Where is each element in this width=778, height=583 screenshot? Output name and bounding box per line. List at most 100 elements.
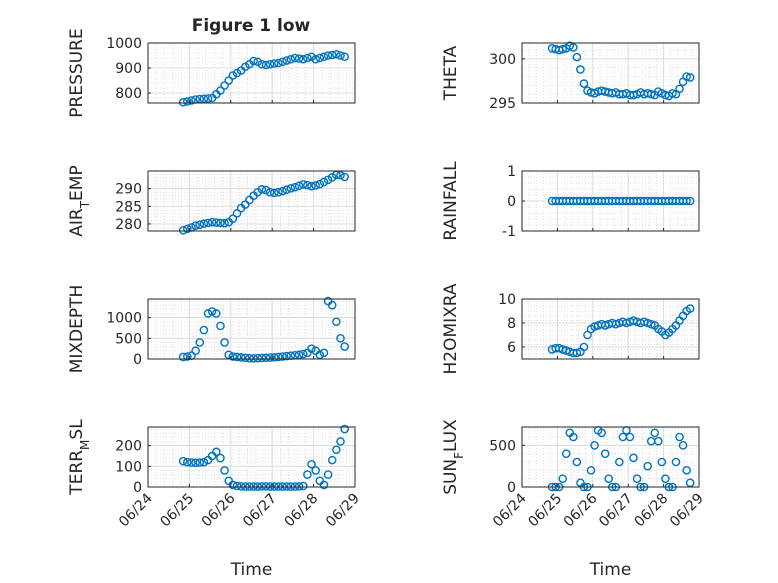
y-tick-label: 200	[115, 439, 142, 455]
data-point	[558, 474, 568, 483]
data-point	[183, 97, 192, 106]
data-point	[191, 221, 200, 231]
data-point	[678, 441, 688, 450]
axes-panel-2: 295 300	[489, 41, 700, 112]
data-point	[311, 54, 320, 64]
data-point	[187, 96, 196, 105]
data-point	[178, 352, 188, 362]
y-tick-label: 0	[133, 480, 142, 496]
data-point	[199, 94, 209, 104]
data-point	[340, 52, 349, 62]
data-point	[650, 428, 660, 438]
data-point	[282, 351, 291, 361]
y-tick-label: 0	[507, 480, 516, 496]
data-point	[319, 177, 329, 187]
data-point	[586, 466, 596, 475]
data-point	[298, 54, 308, 64]
data-point	[216, 321, 225, 331]
data-point	[224, 76, 234, 85]
data-point	[336, 170, 345, 180]
data-point	[629, 453, 638, 463]
data-point	[236, 353, 246, 362]
data-point	[298, 481, 308, 491]
data-point	[195, 338, 205, 347]
data-point	[319, 348, 329, 358]
data-point	[685, 478, 695, 488]
y-axis-label: RAINFALL	[441, 161, 461, 241]
data-point	[632, 474, 642, 483]
data-point	[303, 180, 312, 190]
data-point	[257, 59, 267, 69]
data-point	[207, 307, 217, 316]
y-tick-label: 900	[115, 61, 142, 77]
data-point	[685, 304, 695, 313]
y-tick-label: 500	[115, 331, 142, 347]
axes-box	[521, 298, 700, 360]
data-point	[265, 187, 275, 197]
axes-panel-6: 6 8 10	[498, 292, 700, 360]
data-point	[203, 309, 213, 318]
data-point	[558, 44, 568, 54]
data-point	[597, 428, 606, 438]
data-point	[671, 457, 681, 467]
y-axis-label: TERRMSL	[67, 419, 92, 496]
data-point	[569, 432, 578, 442]
data-point	[294, 350, 304, 360]
data-point	[307, 459, 316, 469]
data-point	[604, 474, 614, 483]
data-point	[336, 437, 345, 446]
data-point	[579, 342, 589, 352]
data-point	[290, 182, 300, 192]
data-point	[261, 353, 271, 363]
y-tick-label: 295	[489, 96, 516, 112]
data-point	[569, 43, 578, 52]
data-point	[220, 81, 229, 90]
data-point	[303, 470, 312, 479]
data-point	[319, 52, 329, 62]
x-axis-label: Time	[230, 560, 273, 580]
y-tick-label: 290	[115, 182, 142, 198]
data-point	[332, 317, 341, 327]
data-point	[278, 57, 287, 67]
data-point	[228, 352, 238, 361]
data-point	[261, 185, 271, 195]
data-point	[315, 179, 325, 189]
data-point	[327, 50, 337, 60]
axes-box	[147, 426, 356, 488]
data-point	[220, 218, 229, 228]
data-point	[257, 185, 267, 194]
axes-panel-4: -1 0 1	[502, 164, 700, 240]
y-tick-label: 0	[507, 194, 516, 210]
data-point	[183, 224, 192, 234]
data-point	[615, 457, 624, 467]
data-point	[327, 300, 337, 310]
data-point	[332, 49, 341, 59]
data-point	[278, 352, 287, 361]
data-point	[220, 466, 229, 475]
y-tick-label: 500	[489, 438, 516, 454]
data-point	[323, 51, 333, 60]
data-point	[286, 54, 296, 64]
data-point	[643, 461, 652, 471]
data-point	[269, 59, 279, 68]
data-point	[183, 352, 192, 361]
data-point	[274, 352, 283, 362]
data-point	[269, 188, 279, 198]
data-point	[572, 457, 582, 467]
data-point	[675, 84, 684, 94]
axes-box	[147, 42, 356, 104]
data-point	[245, 353, 254, 363]
data-point	[307, 344, 316, 353]
data-point	[294, 181, 304, 191]
y-tick-label: 285	[115, 199, 142, 215]
data-point	[668, 88, 677, 98]
data-point	[178, 456, 188, 466]
y-tick-label: 1000	[106, 36, 142, 52]
y-axis-label: SUNFLUX	[441, 419, 466, 495]
data-point	[682, 72, 691, 81]
data-point	[228, 480, 238, 490]
data-point	[685, 73, 695, 82]
data-point	[661, 474, 670, 483]
